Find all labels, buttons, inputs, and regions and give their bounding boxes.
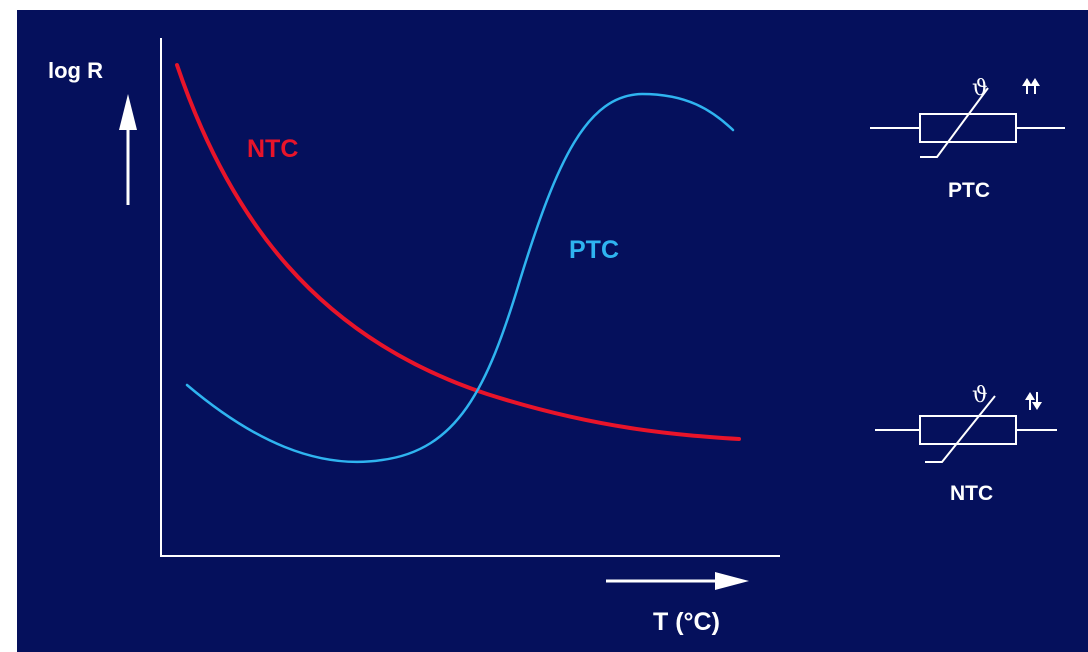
ntc-symbol <box>875 395 1057 463</box>
ntc-theta-icon: ϑ <box>972 383 988 408</box>
arrows-up-down-icon <box>1025 392 1042 410</box>
ptc-curve-label: PTC <box>569 236 619 264</box>
ntc-curve-label: NTC <box>247 135 298 163</box>
y-axis-label: log R <box>48 58 103 83</box>
ptc-curve <box>185 92 735 464</box>
ptc-symbol-caption: PTC <box>948 179 990 202</box>
ptc-symbol <box>870 87 1065 158</box>
diagram-panel: log R T (°C) NTC PTC ϑ PTC ϑ NTC <box>17 10 1088 652</box>
x-axis-label: T (°C) <box>653 608 720 636</box>
y-direction-arrow <box>119 94 137 205</box>
ptc-theta-icon: ϑ <box>972 76 988 101</box>
x-direction-arrow <box>606 572 749 590</box>
ntc-symbol-caption: NTC <box>950 482 993 505</box>
ntc-curve <box>175 63 741 441</box>
arrows-up-up-icon <box>1022 78 1040 94</box>
